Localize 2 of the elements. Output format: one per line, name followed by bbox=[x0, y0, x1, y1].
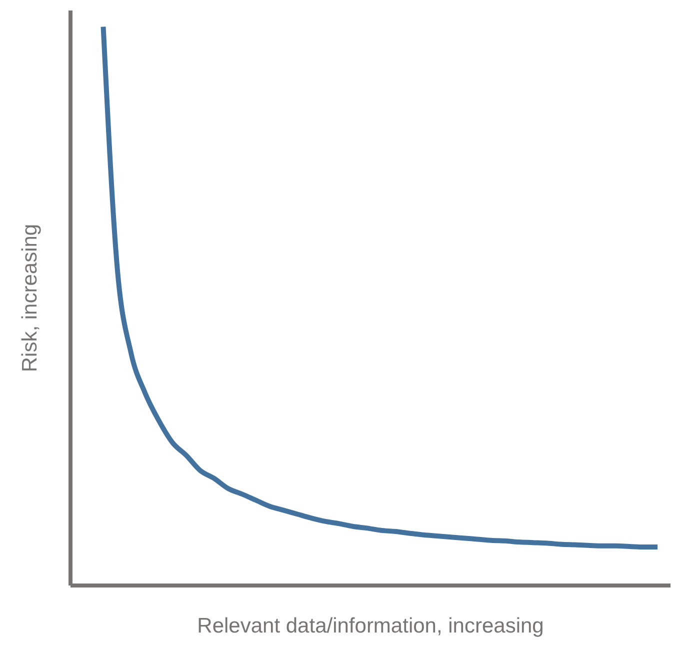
y-axis-title: Risk, increasing bbox=[18, 224, 42, 372]
x-axis-title: Relevant data/information, increasing bbox=[197, 614, 544, 638]
